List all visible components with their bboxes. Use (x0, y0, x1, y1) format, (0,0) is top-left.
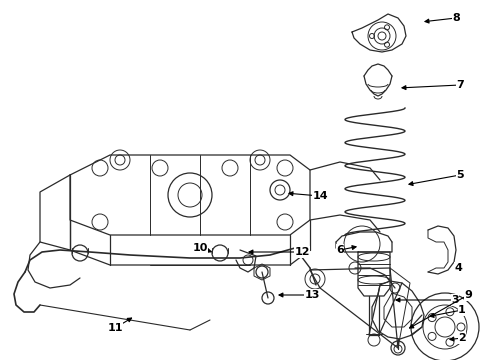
Text: 4: 4 (454, 263, 462, 273)
Text: 12: 12 (294, 247, 310, 257)
Text: 9: 9 (464, 290, 472, 300)
Text: 14: 14 (312, 191, 328, 201)
Text: 7: 7 (456, 80, 464, 90)
Text: 5: 5 (456, 170, 464, 180)
Text: 6: 6 (336, 245, 344, 255)
Text: 2: 2 (458, 333, 466, 343)
Text: 11: 11 (107, 323, 123, 333)
Text: 13: 13 (304, 290, 319, 300)
Text: 3: 3 (451, 295, 459, 305)
Text: 1: 1 (458, 305, 466, 315)
Text: 8: 8 (452, 13, 460, 23)
Text: 10: 10 (192, 243, 208, 253)
